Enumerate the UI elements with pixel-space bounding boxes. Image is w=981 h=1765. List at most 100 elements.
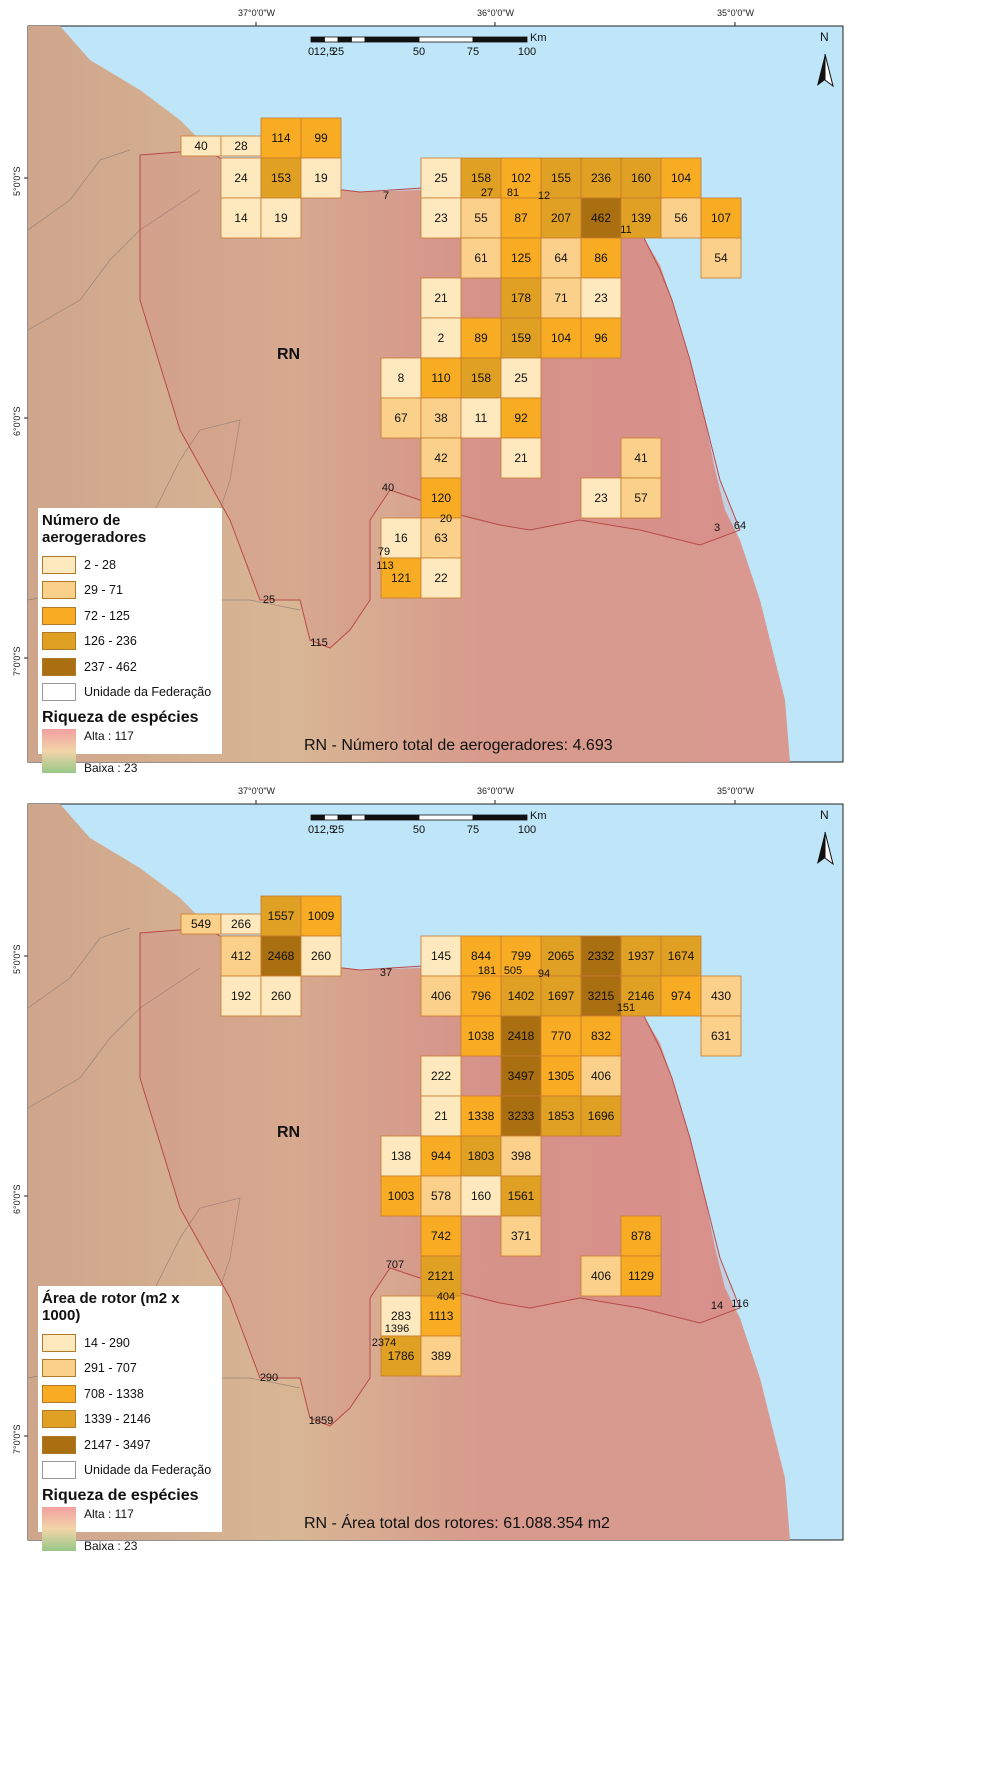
grid-cell-fill — [700, 1015, 742, 1057]
grid-cell-value: 2332 — [588, 949, 615, 963]
latitude-label: 7°0'0"S — [12, 1424, 22, 1454]
grid-cell: 138 — [380, 1135, 422, 1177]
grid-cell-value: 1853 — [548, 1109, 575, 1123]
grid-cell-fill — [540, 1095, 582, 1137]
grid-cell-value: 54 — [714, 251, 728, 265]
grid-cell: 1696 — [580, 1095, 622, 1137]
north-arrow-icon: N — [812, 30, 842, 92]
grid-cell-value: 41 — [634, 451, 648, 465]
richness-labels: Alta : 117 Baixa : 23 — [84, 729, 137, 775]
longitude-label: 36°0'0"W — [477, 8, 515, 18]
legend-swatch — [42, 555, 76, 574]
point-value-label: 404 — [437, 1291, 455, 1303]
latitude-label: 7°0'0"S — [12, 646, 22, 676]
grid-cell: 260 — [300, 935, 342, 977]
point-value-label: 2374 — [372, 1337, 396, 1349]
grid-cell-value: 102 — [511, 171, 531, 185]
grid-cell: 28 — [220, 135, 262, 157]
grid-cell-value: 87 — [514, 211, 528, 225]
grid-cell: 2146 — [620, 975, 662, 1017]
neighbor-borders — [27, 927, 301, 1389]
grid-cell-fill — [620, 477, 662, 519]
grid-cell-value: 38 — [434, 411, 448, 425]
point-value-label: 3 — [714, 522, 720, 534]
scale-tick-label: 12,5 — [313, 824, 336, 836]
scale-unit: Km — [530, 32, 547, 44]
grid-cell: 1402 — [500, 975, 542, 1017]
grid-cell: 406 — [580, 1055, 622, 1097]
grid-cell-value: 832 — [591, 1029, 611, 1043]
grid-cell-value: 178 — [511, 291, 531, 305]
legend-swatch — [42, 683, 76, 702]
legend-swatch — [42, 1435, 76, 1454]
point-value-label: 181 — [478, 965, 496, 977]
grid-cell-value: 283 — [391, 1309, 411, 1323]
legend-item: 126 - 236 — [42, 629, 216, 655]
grid-cell-fill — [620, 157, 662, 199]
grid-cell-value: 260 — [271, 989, 291, 1003]
grid-cell-value: 25 — [514, 371, 528, 385]
grid-cell: 2065 — [540, 935, 582, 977]
grid-cell-fill — [220, 197, 262, 239]
latitude-label: 6°0'0"S — [12, 406, 22, 436]
grid-cell-fill — [500, 1215, 542, 1257]
grid-cell-fill — [460, 237, 502, 279]
grid-cell: 1937 — [620, 935, 662, 977]
grid-cell-value: 92 — [514, 411, 528, 425]
grid-cell: 41 — [620, 437, 662, 479]
grid-cell-fill — [580, 1095, 622, 1137]
grid-cell-fill — [500, 397, 542, 439]
richness-ramp — [42, 1507, 76, 1551]
longitude-label: 37°0'0"W — [238, 786, 276, 796]
grid-cell-value: 23 — [434, 211, 448, 225]
legend-swatch — [42, 632, 76, 651]
grid-cell-value: 389 — [431, 1349, 451, 1363]
point-value-label: 290 — [260, 1372, 278, 1384]
grid-cell: 145 — [420, 935, 462, 977]
legend-item: 29 - 71 — [42, 578, 216, 604]
neighbor-borders — [27, 149, 301, 611]
grid-cell-value: 462 — [591, 211, 611, 225]
grid-cell-value: 799 — [511, 949, 531, 963]
grid-cell-value: 96 — [594, 331, 608, 345]
map-wind-turbine-count: 40 28 114 99 24 153 19 25 158 102 155 236 160 104 14 19… — [0, 0, 981, 880]
grid-cell: 1003 — [380, 1175, 422, 1217]
grid-cell: 21 — [500, 437, 542, 479]
grid-cell-fill — [260, 157, 302, 199]
grid-cell-value: 631 — [711, 1029, 731, 1043]
scale-tick-label: 0 — [307, 824, 315, 836]
grid-cell-value: 160 — [471, 1189, 491, 1203]
grid-cell-value: 145 — [431, 949, 451, 963]
grid-cell-value: 1038 — [468, 1029, 495, 1043]
grid-cell-fill — [540, 277, 582, 319]
grid-cell-value: 121 — [391, 571, 411, 585]
grid-cell: 406 — [580, 1255, 622, 1297]
point-value-label: 116 — [731, 1298, 749, 1310]
grid-cell-fill — [620, 1255, 662, 1297]
latitude-label: 6°0'0"S — [12, 1184, 22, 1214]
grid-cell-fill — [660, 935, 702, 977]
point-value-label: 40 — [382, 482, 394, 494]
grid-cell-fill — [420, 517, 462, 559]
state-label: RN — [277, 1124, 301, 1141]
grid-cell-value: 1803 — [468, 1149, 495, 1163]
grid-cell-fill — [580, 477, 622, 519]
grid-cell-fill — [580, 1055, 622, 1097]
richness-gradient: Alta : 117 Baixa : 23 — [42, 729, 216, 777]
grid-cell-fill — [580, 1255, 622, 1297]
grid-cell-value: 2121 — [428, 1269, 455, 1283]
grid-cell-value: 1786 — [388, 1349, 415, 1363]
grid-cell: 8 — [380, 357, 422, 399]
grid-cell: 398 — [500, 1135, 542, 1177]
grid-cell: 23 — [580, 477, 622, 519]
north-label: N — [820, 808, 829, 822]
grid-cell-fill — [420, 357, 462, 399]
grid-cell-value: 3497 — [508, 1069, 535, 1083]
map-rotor-area: 549 266 1557 1009 412 2468 260 145 844 799 2065 233… — [0, 778, 981, 1658]
grid-cell-fill — [540, 197, 582, 239]
grid-cell-value: 406 — [591, 1269, 611, 1283]
grid-cell: 92 — [500, 397, 542, 439]
grid-cell-fill — [620, 197, 662, 239]
grid-cell: 1009 — [300, 895, 342, 937]
legend: Área de rotor (m2 x 1000) 14 - 290 291 - 7… — [38, 1286, 222, 1553]
